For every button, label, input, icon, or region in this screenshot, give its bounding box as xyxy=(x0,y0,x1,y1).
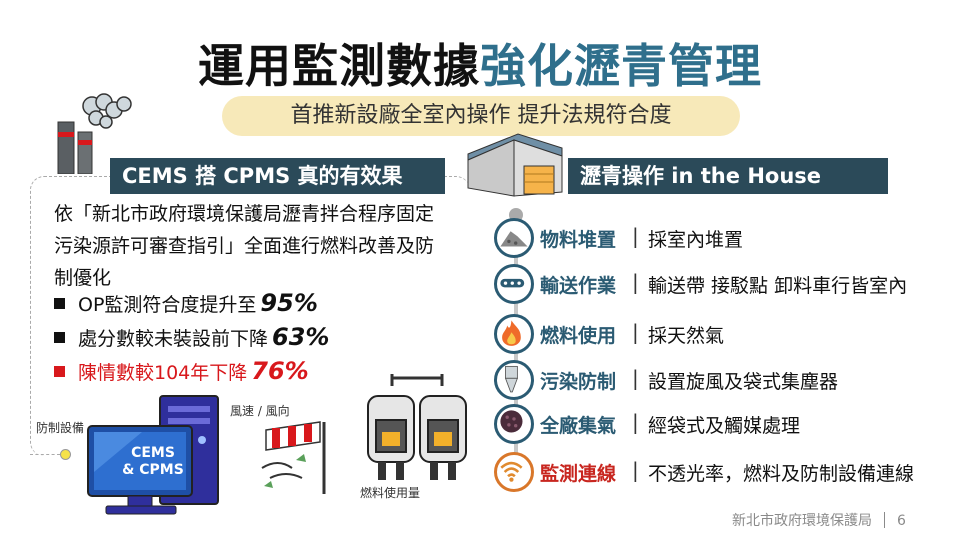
house-item-pollution-control: 污染防制 | 設置旋風及袋式集塵器 xyxy=(494,360,954,400)
separator: | xyxy=(632,270,639,294)
house-item-gas-collection: 全廠集氣 | 經袋式及觸媒處理 xyxy=(494,404,954,444)
item-label: 污染防制 xyxy=(540,371,617,393)
result-value: 76% xyxy=(251,357,309,385)
separator: | xyxy=(632,224,639,248)
house-item-monitoring-link: 監測連線 | 不透光率，燃料及防制設備連線 xyxy=(494,452,954,492)
page-number: 6 xyxy=(897,513,906,529)
result-value: 63% xyxy=(272,323,330,351)
title-part-1: 運用監測數據 xyxy=(198,39,480,93)
material-pile-icon xyxy=(494,218,534,258)
result-text: 處分數較未裝設前下降 xyxy=(78,328,269,350)
result-item-op-compliance: OP監測符合度提升至 95% xyxy=(54,286,414,320)
item-description: 採室內堆置 xyxy=(648,229,744,251)
item-description: 設置旋風及袋式集塵器 xyxy=(648,371,839,393)
item-label: 燃料使用 xyxy=(540,325,617,347)
prevention-equipment-label: 防制設備 xyxy=(36,421,85,435)
separator: | xyxy=(632,366,639,390)
fuel-tanks-icon xyxy=(367,374,467,480)
flame-icon xyxy=(494,314,534,354)
intro-text: 依「新北市政府環境保護局瀝青拌合程序固定污染源許可審查指引」全面進行燃料改善及防… xyxy=(54,203,435,289)
computer-label-line-1: CEMS xyxy=(131,445,175,461)
separator: | xyxy=(632,458,639,482)
item-description: 輸送帶 接駁點 卸料車行皆室內 xyxy=(648,275,908,297)
item-label: 監測連線 xyxy=(540,463,617,485)
cyclone-collector-icon xyxy=(494,360,534,400)
connector-line xyxy=(30,454,60,455)
factory-chimney-icon xyxy=(57,93,132,174)
wind-label: 風速 / 風向 xyxy=(230,404,290,418)
bullet-square xyxy=(54,298,65,309)
house-item-material-pile: 物料堆置 | 採室內堆置 xyxy=(494,218,954,258)
subtitle-pill: 首推新設廠全室內操作 提升法規符合度 xyxy=(222,96,740,136)
footer-org: 新北市政府環境保護局 xyxy=(732,513,872,529)
item-label: 輸送作業 xyxy=(540,275,617,297)
conveyor-icon xyxy=(494,264,534,304)
bullet-square xyxy=(54,366,65,377)
wifi-signal-icon xyxy=(494,452,534,492)
computer-monitor-icon xyxy=(87,395,219,515)
separator: | xyxy=(632,410,639,434)
computer-label: CEMS & CPMS xyxy=(103,445,203,479)
title-part-2: 強化瀝青管理 xyxy=(480,39,762,93)
house-item-conveyor: 輸送作業 | 輸送帶 接駁點 卸料車行皆室內 xyxy=(494,264,954,304)
result-value: 95% xyxy=(260,289,318,317)
right-section-banner: 瀝青操作 in the House xyxy=(568,158,888,194)
page-title: 運用監測數據強化瀝青管理 xyxy=(0,30,960,96)
fuel-usage-label: 燃料使用量 xyxy=(360,486,421,500)
footer-divider xyxy=(884,512,885,528)
house-item-fuel: 燃料使用 | 採天然氣 xyxy=(494,314,954,354)
connector-dot xyxy=(60,449,71,460)
result-text: OP監測符合度提升至 xyxy=(78,294,257,316)
result-item-penalties: 處分數較未裝設前下降 63% xyxy=(54,320,414,354)
item-description: 採天然氣 xyxy=(648,325,725,347)
separator: | xyxy=(632,320,639,344)
item-label: 全廠集氣 xyxy=(540,415,617,437)
filter-icon xyxy=(494,404,534,444)
results-list: OP監測符合度提升至 95% 處分數較未裝設前下降 63% 陳情數較104年下降 76… xyxy=(54,286,414,388)
windsock-icon xyxy=(261,421,326,494)
result-item-complaints: 陳情數較104年下降 76% xyxy=(54,354,414,388)
left-section-banner: CEMS 搭 CPMS 真的有效果 xyxy=(110,158,445,194)
result-text: 陳情數較104年下降 xyxy=(78,362,248,384)
item-description: 經袋式及觸媒處理 xyxy=(648,415,801,437)
item-label: 物料堆置 xyxy=(540,229,617,251)
item-description: 不透光率，燃料及防制設備連線 xyxy=(648,463,915,485)
warehouse-icon xyxy=(467,133,563,197)
footer: 新北市政府環境保護局 6 xyxy=(732,510,906,530)
computer-label-line-2: & CPMS xyxy=(122,462,184,478)
bullet-square xyxy=(54,332,65,343)
